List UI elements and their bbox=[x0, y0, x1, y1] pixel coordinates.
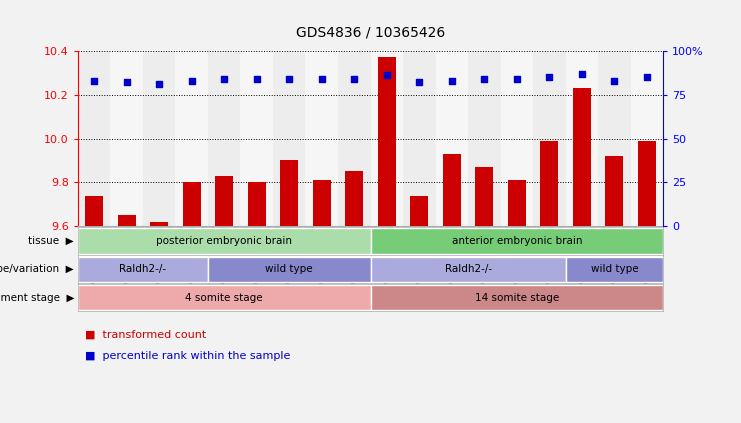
Bar bbox=[208, 51, 240, 226]
Bar bbox=[378, 58, 396, 226]
Point bbox=[446, 77, 458, 84]
Bar bbox=[345, 171, 363, 226]
Bar bbox=[305, 51, 338, 226]
Point bbox=[641, 74, 653, 80]
Text: posterior embryonic brain: posterior embryonic brain bbox=[156, 236, 292, 246]
Bar bbox=[85, 195, 103, 226]
Point bbox=[88, 77, 100, 84]
Bar bbox=[370, 51, 403, 226]
Bar bbox=[78, 257, 208, 282]
Bar bbox=[143, 51, 176, 226]
Text: Raldh2-/-: Raldh2-/- bbox=[119, 264, 167, 274]
Text: Raldh2-/-: Raldh2-/- bbox=[445, 264, 491, 274]
Bar bbox=[565, 257, 663, 282]
Text: development stage  ▶: development stage ▶ bbox=[0, 293, 74, 302]
Text: ■  percentile rank within the sample: ■ percentile rank within the sample bbox=[85, 351, 290, 361]
Text: GDS4836 / 10365426: GDS4836 / 10365426 bbox=[296, 25, 445, 39]
Point bbox=[543, 74, 555, 80]
Point bbox=[348, 75, 360, 82]
Bar bbox=[150, 222, 168, 226]
Bar bbox=[280, 160, 298, 226]
Text: genotype/variation  ▶: genotype/variation ▶ bbox=[0, 264, 74, 274]
Bar bbox=[118, 215, 136, 226]
Bar bbox=[247, 182, 265, 226]
Bar bbox=[540, 141, 558, 226]
Bar bbox=[443, 154, 461, 226]
Text: 4 somite stage: 4 somite stage bbox=[185, 293, 263, 302]
Point bbox=[413, 79, 425, 86]
Bar bbox=[468, 51, 501, 226]
Bar bbox=[411, 195, 428, 226]
Bar bbox=[501, 51, 533, 226]
Bar bbox=[78, 285, 370, 310]
Point bbox=[250, 75, 262, 82]
Point bbox=[283, 75, 295, 82]
Bar bbox=[78, 228, 370, 253]
Point bbox=[479, 75, 491, 82]
Bar bbox=[313, 180, 330, 226]
Point bbox=[316, 75, 328, 82]
Point bbox=[381, 72, 393, 79]
Point bbox=[218, 75, 230, 82]
Text: wild type: wild type bbox=[591, 264, 638, 274]
Bar bbox=[215, 176, 233, 226]
Bar bbox=[476, 167, 494, 226]
Text: wild type: wild type bbox=[265, 264, 313, 274]
Point bbox=[153, 81, 165, 88]
Bar bbox=[338, 51, 370, 226]
Text: anterior embryonic brain: anterior embryonic brain bbox=[451, 236, 582, 246]
Bar bbox=[183, 182, 201, 226]
Bar bbox=[273, 51, 305, 226]
Bar bbox=[436, 51, 468, 226]
Point bbox=[186, 77, 198, 84]
Bar bbox=[370, 257, 565, 282]
Bar bbox=[533, 51, 565, 226]
Point bbox=[576, 70, 588, 77]
Text: ■  transformed count: ■ transformed count bbox=[85, 330, 207, 340]
Point bbox=[511, 75, 523, 82]
Bar bbox=[573, 88, 591, 226]
Bar bbox=[403, 51, 436, 226]
Bar bbox=[370, 285, 663, 310]
Bar bbox=[176, 51, 208, 226]
Bar bbox=[240, 51, 273, 226]
Bar bbox=[208, 257, 370, 282]
Bar bbox=[78, 51, 110, 226]
Bar bbox=[370, 228, 663, 253]
Point bbox=[121, 79, 133, 86]
Bar bbox=[565, 51, 598, 226]
Bar bbox=[110, 51, 143, 226]
Point bbox=[608, 77, 620, 84]
Bar bbox=[631, 51, 663, 226]
Bar bbox=[638, 141, 656, 226]
Bar bbox=[598, 51, 631, 226]
Bar bbox=[605, 156, 623, 226]
Text: 14 somite stage: 14 somite stage bbox=[475, 293, 559, 302]
Bar bbox=[508, 180, 526, 226]
Text: tissue  ▶: tissue ▶ bbox=[28, 236, 74, 246]
